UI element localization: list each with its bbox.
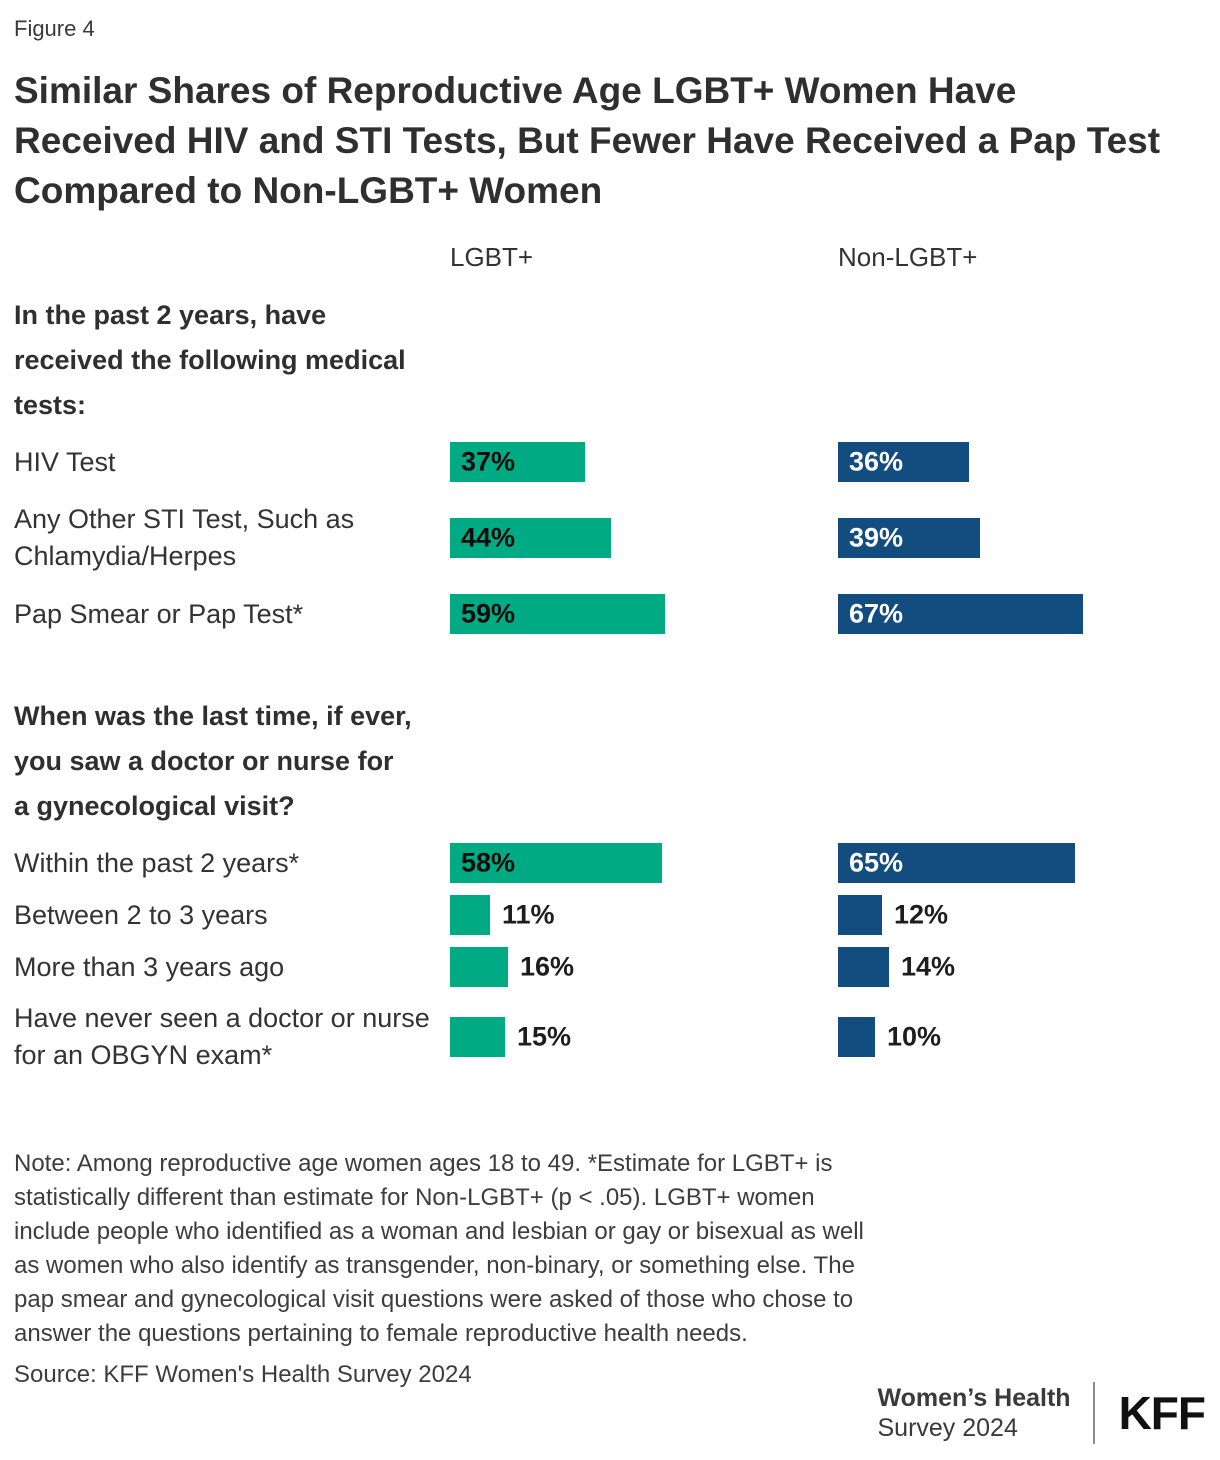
section-heading-medical-tests: In the past 2 years, have received the f… (14, 300, 406, 420)
bar-value-label: 16% (520, 951, 575, 982)
bar-lgbt-pap-test: 59% (450, 594, 665, 634)
column-header-non-lgbt: Non-LGBT+ (838, 242, 978, 272)
footer-divider (1092, 1382, 1095, 1444)
bar-lgbt-more-than-3-years: 16% (450, 947, 574, 987)
column-header-row: LGBT+ Non-LGBT+ (14, 242, 1180, 273)
chart-row-never-seen-obgyn: Have never seen a doctor or nurse for an… (14, 999, 1180, 1075)
chart-row-hiv-test: HIV Test 37% 36% (14, 442, 1180, 482)
section-heading-gyn-visit: When was the last time, if ever, you saw… (14, 701, 412, 821)
footer-program-line1: Women’s Health (877, 1384, 1071, 1412)
bar-non-lgbt-hiv-test: 36% (838, 442, 969, 482)
bar-lgbt-between-2-3-years: 11% (450, 895, 555, 935)
bar-non-lgbt-sti-test: 39% (838, 518, 980, 558)
bar-value-label: 11% (502, 899, 555, 930)
source-text: Source: KFF Women's Health Survey 2024 (14, 1361, 472, 1388)
bar-value-label: 39% (849, 522, 904, 553)
bar-value-label: 59% (461, 598, 516, 629)
bar-value-label: 58% (461, 847, 516, 878)
figure-container: Figure 4 Similar Shares of Reproductive … (14, 16, 1180, 1388)
bar-lgbt-sti-test: 44% (450, 518, 611, 558)
bar-value-label: 10% (887, 1021, 942, 1052)
row-label: Within the past 2 years* (14, 847, 300, 878)
row-label: Between 2 to 3 years (14, 899, 268, 930)
bar-value-label: 15% (517, 1021, 572, 1052)
footer-program-line2: Survey 2024 (877, 1414, 1018, 1442)
chart-row-more-than-3-years: More than 3 years ago 16% 14% (14, 947, 1180, 987)
footer: Women’s Health Survey 2024 KFF (877, 1382, 1206, 1444)
bar-non-lgbt-within-2-years: 65% (838, 843, 1075, 883)
chart-title: Similar Shares of Reproductive Age LGBT+… (14, 70, 1161, 211)
row-label: Any Other STI Test, Such as Chlamydia/He… (14, 504, 355, 571)
row-label: Have never seen a doctor or nurse for an… (14, 1003, 430, 1070)
bar-non-lgbt-pap-test: 67% (838, 594, 1083, 634)
bar-lgbt-never-seen-obgyn: 15% (450, 1017, 571, 1057)
bar-non-lgbt-between-2-3-years: 12% (838, 895, 948, 935)
bar-value-label: 36% (849, 446, 904, 477)
bar-value-label: 44% (461, 522, 516, 553)
row-label: HIV Test (14, 446, 116, 477)
row-label: More than 3 years ago (14, 951, 285, 982)
kff-logo: KFF (1118, 1387, 1206, 1439)
bar-lgbt-within-2-years: 58% (450, 843, 662, 883)
bar-value-label: 14% (901, 951, 956, 982)
bar-lgbt-hiv-test: 37% (450, 442, 585, 482)
bar-non-lgbt-more-than-3-years: 14% (838, 947, 955, 987)
bar-non-lgbt-never-seen-obgyn: 10% (838, 1017, 941, 1057)
bar-value-label: 12% (894, 899, 949, 930)
column-header-lgbt: LGBT+ (450, 242, 534, 272)
row-label: Pap Smear or Pap Test* (14, 598, 304, 629)
chart-row-sti-test: Any Other STI Test, Such as Chlamydia/He… (14, 500, 1180, 576)
figure-label: Figure 4 (14, 16, 95, 41)
bar-value-label: 65% (849, 847, 904, 878)
bar-value-label: 67% (849, 598, 904, 629)
chart-row-within-2-years: Within the past 2 years* 58% 65% (14, 843, 1180, 883)
footer-program-name: Women’s Health Survey 2024 (877, 1383, 1070, 1443)
bar-value-label: 37% (461, 446, 516, 477)
chart-row-pap-test: Pap Smear or Pap Test* 59% 67% (14, 594, 1180, 634)
note-text: Note: Among reproductive age women ages … (14, 1150, 864, 1347)
chart-row-between-2-3-years: Between 2 to 3 years 11% 12% (14, 895, 1180, 935)
